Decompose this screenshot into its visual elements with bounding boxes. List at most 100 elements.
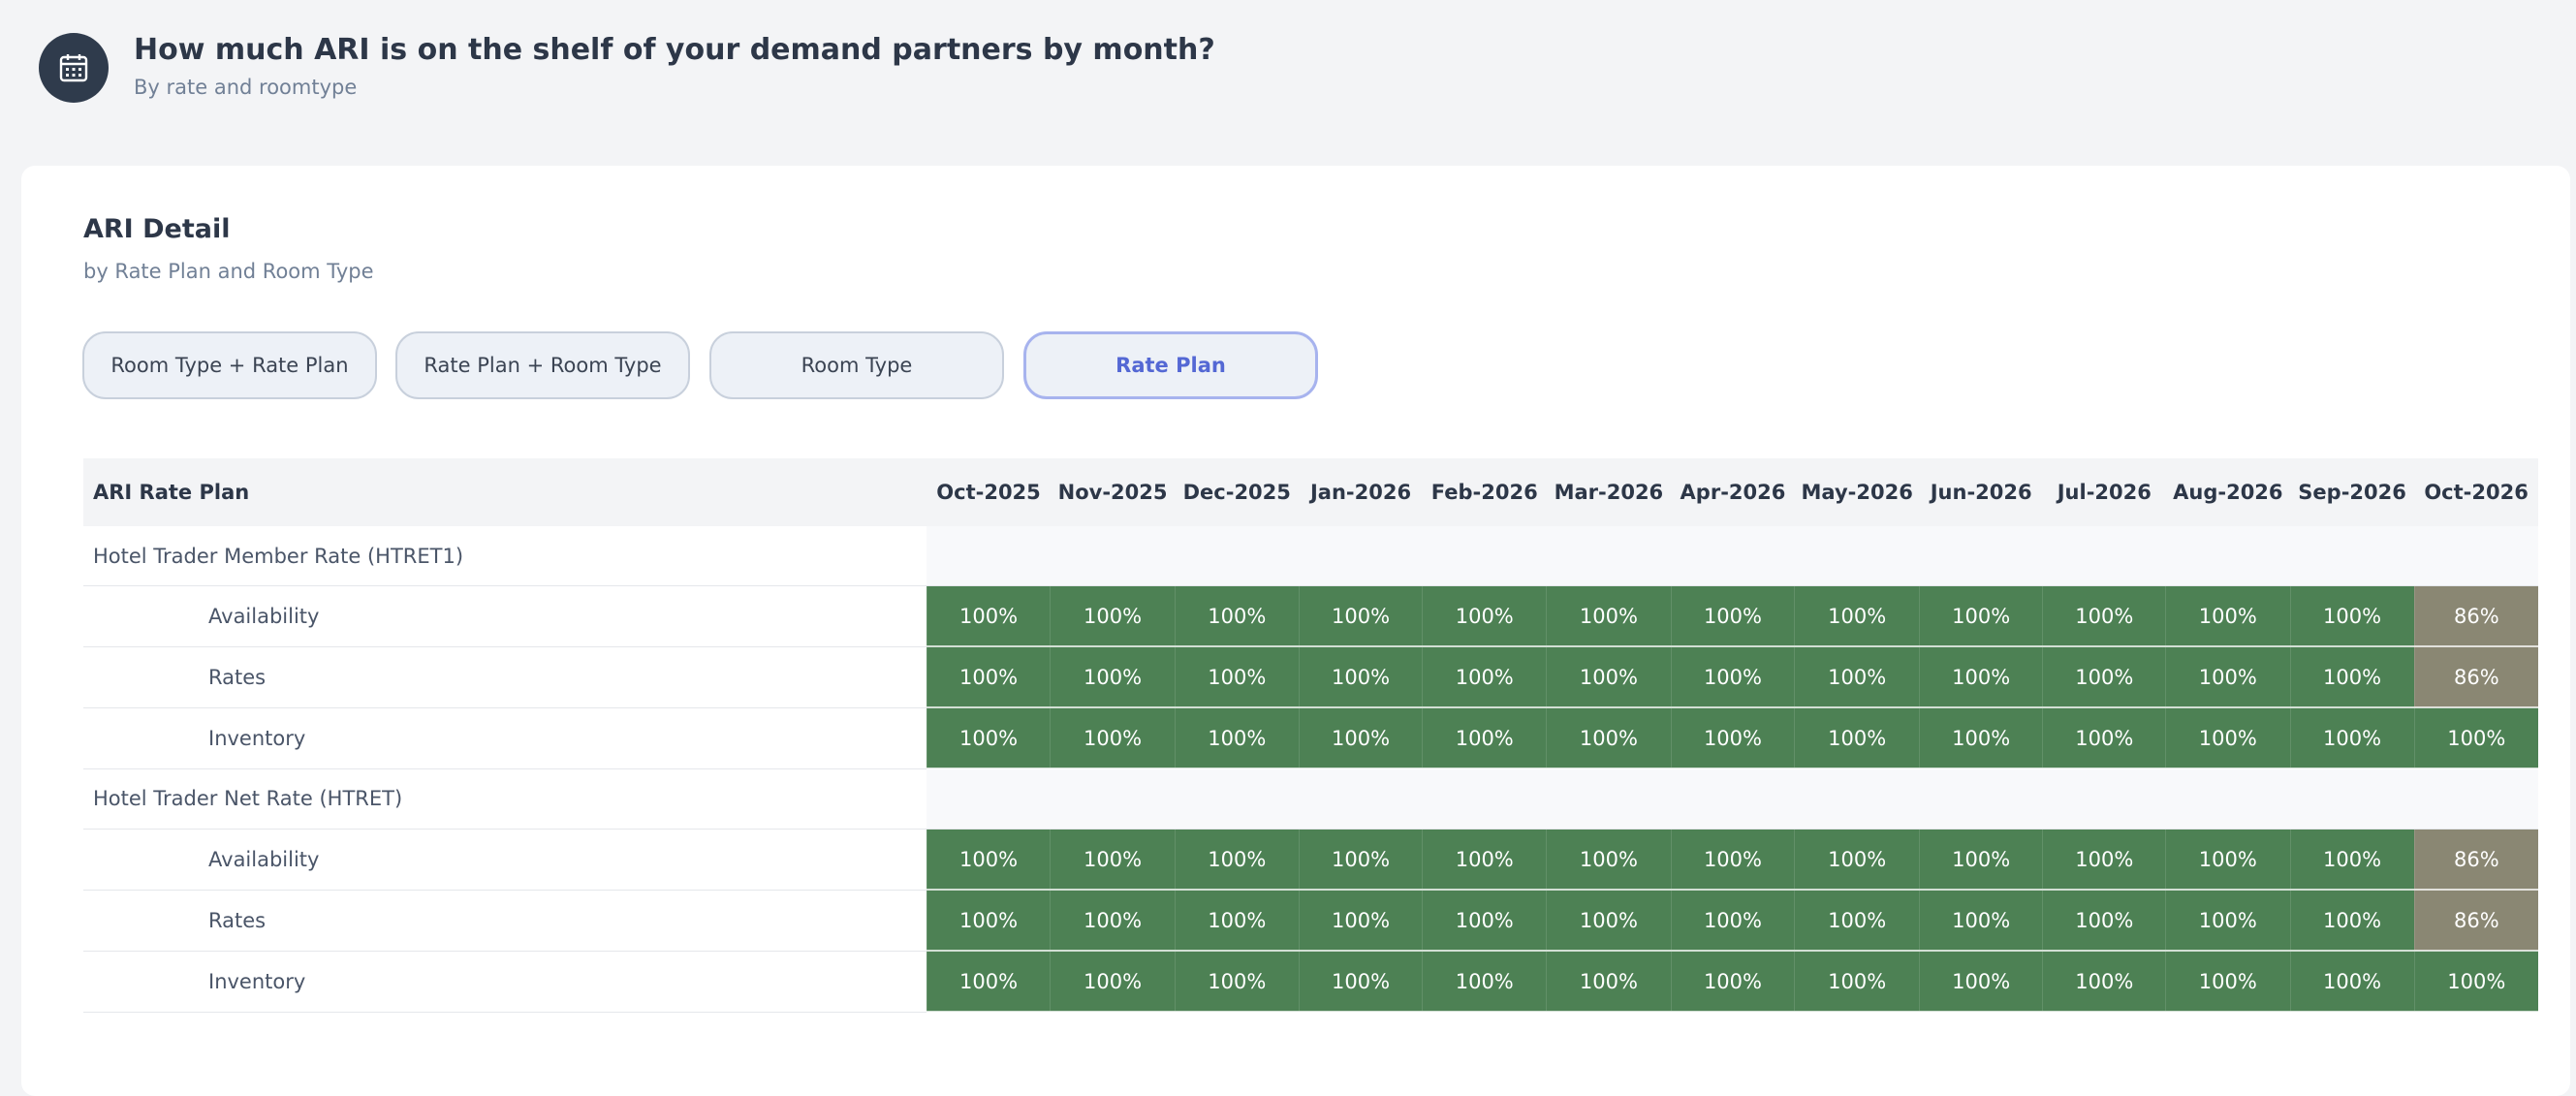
column-header: ARI Rate Plan	[83, 458, 927, 526]
metric-label: Availability	[83, 829, 927, 891]
metric-row: Rates 100% 100% 100% 100% 100% 100% 100% 100% 100…	[83, 646, 2538, 708]
value-cell: 100%	[1422, 707, 1547, 769]
value-cell: 100%	[1422, 829, 1547, 891]
value-cell: 100%	[2165, 585, 2290, 647]
column-header: Dec-2025	[1175, 458, 1300, 526]
value-cell: 100%	[2165, 646, 2290, 708]
value-cell: 100%	[2165, 951, 2290, 1013]
value-cell: 100%	[1918, 829, 2043, 891]
tab[interactable]: Rate Plan + Room Type	[395, 331, 690, 399]
value-cell: 100%	[1298, 646, 1423, 708]
value-cell: 100%	[1670, 707, 1795, 769]
card-title: ARI Detail	[83, 214, 231, 244]
value-cell: 86%	[2413, 585, 2538, 647]
value-cell: 100%	[1298, 585, 1423, 647]
metric-row: Availability 100% 100% 100% 100% 100% 100% 100%…	[83, 829, 2538, 891]
value-cell: 100%	[1546, 646, 1672, 708]
column-header: Jun-2026	[1919, 458, 2043, 526]
value-cell: 100%	[1174, 646, 1300, 708]
card-subtitle: by Rate Plan and Room Type	[83, 260, 374, 283]
value-cell: 100%	[926, 585, 1051, 647]
value-cell: 100%	[1174, 585, 1300, 647]
value-cell: 100%	[1918, 646, 2043, 708]
column-header: Aug-2026	[2165, 458, 2290, 526]
header-row: ARI Rate Plan Oct-2025 Nov-2025 Dec-2025 Jan…	[83, 458, 2538, 526]
value-cell: 100%	[2165, 890, 2290, 952]
value-cell: 100%	[2289, 829, 2415, 891]
metric-label: Rates	[83, 890, 927, 952]
value-cell: 100%	[926, 951, 1051, 1013]
value-cell: 100%	[1298, 890, 1423, 952]
metric-label: Availability	[83, 585, 927, 647]
group-fill	[927, 526, 2538, 586]
column-header: Jan-2026	[1299, 458, 1423, 526]
column-header: Nov-2025	[1050, 458, 1176, 526]
ari-table: ARI Rate Plan Oct-2025 Nov-2025 Dec-2025 Jan…	[83, 458, 2538, 1013]
column-header: Jul-2026	[2042, 458, 2166, 526]
metric-row: Inventory 100% 100% 100% 100% 100% 100% 100% 100…	[83, 951, 2538, 1013]
calendar-icon	[39, 33, 109, 103]
value-cell: 100%	[1794, 829, 1920, 891]
value-cell: 86%	[2413, 646, 2538, 708]
value-cell: 100%	[2289, 646, 2415, 708]
value-cell: 100%	[2042, 646, 2166, 708]
value-cell: 100%	[1670, 890, 1795, 952]
column-header: Oct-2025	[927, 458, 1051, 526]
value-cell: 100%	[1174, 890, 1300, 952]
group-row: Hotel Trader Member Rate (HTRET1)	[83, 526, 2538, 586]
value-cell: 100%	[926, 829, 1051, 891]
column-header: May-2026	[1794, 458, 1920, 526]
value-cell: 100%	[1050, 585, 1176, 647]
value-cell: 100%	[2042, 707, 2166, 769]
value-cell: 100%	[1794, 707, 1920, 769]
metric-label: Inventory	[83, 707, 927, 769]
value-cell: 100%	[1546, 585, 1672, 647]
value-cell: 100%	[1174, 951, 1300, 1013]
column-header: Sep-2026	[2290, 458, 2415, 526]
value-cell: 100%	[1670, 951, 1795, 1013]
metric-row: Rates 100% 100% 100% 100% 100% 100% 100% 100% 100…	[83, 890, 2538, 952]
group-name: Hotel Trader Member Rate (HTRET1)	[83, 526, 927, 586]
value-cell: 100%	[1174, 707, 1300, 769]
value-cell: 100%	[1422, 951, 1547, 1013]
value-cell: 100%	[1050, 646, 1176, 708]
value-cell: 100%	[1918, 707, 2043, 769]
value-cell: 86%	[2413, 829, 2538, 891]
group-name: Hotel Trader Net Rate (HTRET)	[83, 768, 927, 830]
value-cell: 100%	[1050, 951, 1176, 1013]
table-wrap: ARI Rate Plan Oct-2025 Nov-2025 Dec-2025 Jan…	[83, 458, 2538, 1013]
value-cell: 100%	[1794, 890, 1920, 952]
value-cell: 100%	[1670, 829, 1795, 891]
value-cell: 100%	[1918, 951, 2043, 1013]
value-cell: 100%	[2042, 890, 2166, 952]
value-cell: 100%	[1546, 951, 1672, 1013]
value-cell: 100%	[926, 646, 1051, 708]
value-cell: 100%	[1298, 951, 1423, 1013]
group-row: Hotel Trader Net Rate (HTRET)	[83, 768, 2538, 830]
value-cell: 100%	[1422, 890, 1547, 952]
value-cell: 100%	[2165, 707, 2290, 769]
value-cell: 100%	[1298, 707, 1423, 769]
metric-row: Inventory 100% 100% 100% 100% 100% 100% 100% 100…	[83, 707, 2538, 769]
column-header: Feb-2026	[1422, 458, 1547, 526]
value-cell: 100%	[1422, 585, 1547, 647]
column-header: Oct-2026	[2414, 458, 2538, 526]
column-header: Mar-2026	[1546, 458, 1672, 526]
value-cell: 100%	[1050, 890, 1176, 952]
value-cell: 100%	[2289, 707, 2415, 769]
tab[interactable]: Rate Plan	[1023, 331, 1318, 399]
value-cell: 100%	[2042, 829, 2166, 891]
value-cell: 100%	[1546, 890, 1672, 952]
value-cell: 100%	[2165, 829, 2290, 891]
value-cell: 100%	[926, 890, 1051, 952]
value-cell: 100%	[2289, 890, 2415, 952]
tab[interactable]: Room Type	[709, 331, 1004, 399]
value-cell: 100%	[2289, 585, 2415, 647]
metric-row: Availability 100% 100% 100% 100% 100% 100% 100%…	[83, 585, 2538, 647]
value-cell: 100%	[1918, 890, 2043, 952]
value-cell: 100%	[2289, 951, 2415, 1013]
value-cell: 100%	[1298, 829, 1423, 891]
group-fill	[927, 768, 2538, 830]
tab[interactable]: Room Type + Rate Plan	[82, 331, 377, 399]
column-header: Apr-2026	[1671, 458, 1795, 526]
